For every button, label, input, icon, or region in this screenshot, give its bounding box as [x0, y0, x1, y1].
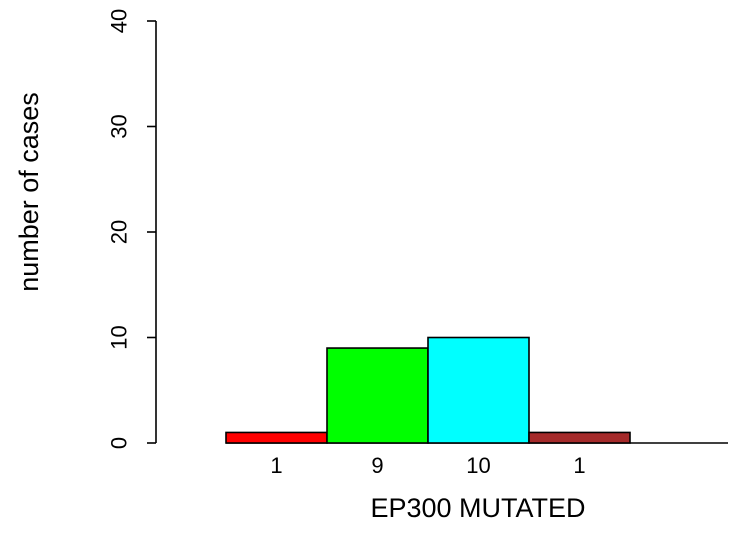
bars	[225, 336, 631, 444]
y-axis: 0 10 20 30 40	[107, 9, 157, 449]
x-axis-title: EP300 MUTATED	[370, 493, 585, 523]
bar	[427, 336, 530, 444]
bar-category-label: 10	[466, 453, 490, 478]
y-tick-label: 10	[107, 325, 132, 349]
y-tick-label: 40	[107, 9, 132, 33]
bar-category-label: 1	[573, 453, 585, 478]
y-tick-label: 30	[107, 114, 132, 138]
bar	[326, 347, 429, 444]
bar	[528, 431, 631, 444]
bar-labels: 1 9 10 1	[270, 453, 585, 478]
bar	[225, 431, 328, 444]
bar-category-label: 9	[371, 453, 383, 478]
y-tick-label: 0	[107, 437, 132, 449]
bar-category-label: 1	[270, 453, 282, 478]
y-axis-title: number of cases	[14, 92, 44, 292]
y-tick-label: 20	[107, 220, 132, 244]
